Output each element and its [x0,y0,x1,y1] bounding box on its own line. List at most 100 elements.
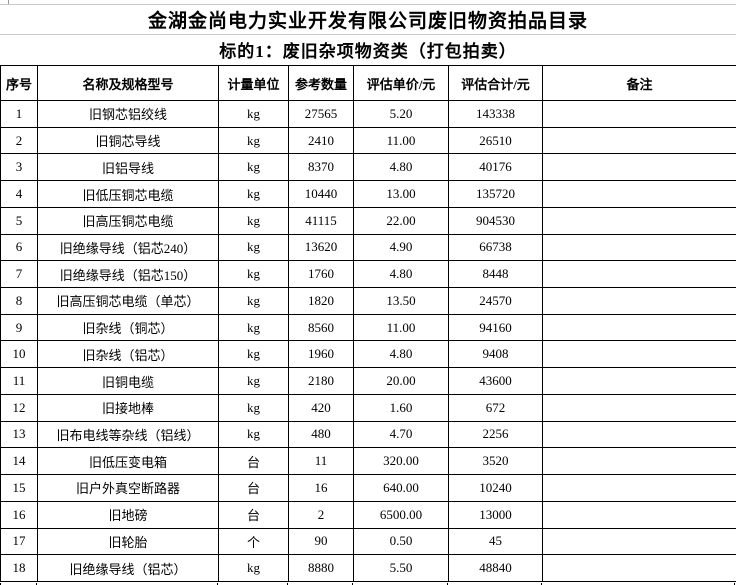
cell-unit: kg [218,287,289,315]
grid-remnant-tick [541,583,542,585]
table-row: 13 旧布电线等杂线（铝线） kg 480 4.70 2256 [0,420,736,449]
cell-total: 48840 [448,554,543,582]
cell-name: 旧接地棒 [37,393,219,422]
header-total: 评估合计/元 [448,65,543,101]
table-row: 7 旧绝缘导线（铝芯150） kg 1760 4.80 8448 [0,260,736,289]
table-row: 2 旧铜芯导线 kg 2410 11.00 26510 [0,126,736,155]
cell-unit-price: 4.80 [353,260,449,289]
cell-remark [542,233,736,262]
cell-total: 143338 [448,100,543,128]
cell-total: 672 [448,393,543,422]
header-quantity: 参考数量 [288,65,354,101]
cell-name: 旧户外真空断路器 [37,474,219,502]
cell-unit: kg [218,153,289,182]
cell-unit-price: 11.00 [353,126,449,155]
cell-total: 904530 [448,206,543,235]
cell-unit: 台 [218,447,289,476]
cell-quantity: 1960 [288,340,354,369]
cell-serial: 11 [0,367,38,395]
cell-remark [542,206,736,235]
grid-remnant-line [0,34,736,35]
cell-serial: 3 [0,153,38,182]
cell-serial: 15 [0,474,38,502]
cell-unit: kg [218,233,289,262]
cell-unit: kg [218,100,289,128]
cell-remark [542,180,736,208]
cell-unit-price: 22.00 [353,206,449,235]
cell-remark [542,527,736,556]
table-row: 18 旧绝缘导线（铝芯） kg 8880 5.50 48840 [0,554,736,582]
cell-name: 旧高压铜芯电缆 [37,206,219,235]
table-row: 14 旧低压变电箱台 11 320.00 3520 [0,447,736,476]
header-serial: 序号 [0,65,38,101]
cell-unit: kg [218,393,289,422]
table-row: 6 旧绝缘导线（铝芯240） kg 13620 4.90 66738 [0,233,736,262]
table-row: 10 旧杂线（铝芯） kg 1960 4.80 9408 [0,340,736,369]
cell-total: 10240 [448,474,543,502]
header-name: 名称及规格型号 [37,65,219,101]
cell-total: 94160 [448,313,543,342]
cell-remark [542,500,736,529]
cell-serial: 1 [0,100,38,128]
cell-remark [542,474,736,502]
cell-serial: 4 [0,180,38,208]
cell-unit-price: 13.00 [353,180,449,208]
table-body: 1 旧钢芯铝绞线 kg 27565 5.20 143338 2 旧铜芯导线 kg 2410 11.0… [0,100,736,582]
cell-unit-price: 4.90 [353,233,449,262]
header-unit: 计量单位 [218,65,289,101]
cell-unit-price: 0.50 [353,527,449,556]
cell-serial: 14 [0,447,38,476]
cell-serial: 12 [0,393,38,422]
cell-unit-price: 6500.00 [353,500,449,529]
cell-name: 旧轮胎 [37,527,219,556]
cell-serial: 18 [0,554,38,582]
cell-remark [542,313,736,342]
cell-total: 40176 [448,153,543,182]
table-row: 15 旧户外真空断路器台 16 640.00 10240 [0,474,736,502]
cell-unit-price: 4.80 [353,153,449,182]
cell-total: 26510 [448,126,543,155]
cell-total: 135720 [448,180,543,208]
cell-serial: 8 [0,287,38,315]
table-row: 1 旧钢芯铝绞线 kg 27565 5.20 143338 [0,100,736,128]
cell-total: 9408 [448,340,543,369]
cell-quantity: 480 [288,420,354,449]
cell-name: 旧杂线（铝芯） [37,340,219,369]
cell-unit-price: 5.50 [353,554,449,582]
lot-subtitle: 标的1：废旧杂项物资类（打包拍卖） [219,42,517,61]
cell-total: 43600 [448,367,543,395]
cell-remark [542,367,736,395]
cell-quantity: 90 [288,527,354,556]
cell-quantity: 8370 [288,153,354,182]
catalog-title: 金湖金尚电力实业开发有限公司废旧物资拍品目录 [147,11,588,32]
cell-unit-price: 20.00 [353,367,449,395]
cell-name: 旧高压铜芯电缆（单芯） [37,287,219,315]
cell-serial: 17 [0,527,38,556]
cell-unit: kg [218,180,289,208]
cell-quantity: 420 [288,393,354,422]
cell-serial: 16 [0,500,38,529]
cell-serial: 13 [0,420,38,449]
grid-remnant-bottom [0,582,736,585]
cell-remark [542,126,736,155]
cell-quantity: 13620 [288,233,354,262]
grid-remnant-line [0,4,736,5]
table-row: 9 旧杂线（铜芯） kg 8560 11.00 94160 [0,313,736,342]
cell-quantity: 27565 [288,100,354,128]
cell-unit: kg [218,260,289,289]
cell-unit-price: 11.00 [353,313,449,342]
cell-unit-price: 4.70 [353,420,449,449]
cell-serial: 6 [0,233,38,262]
cell-unit: kg [218,206,289,235]
cell-name: 旧铝导线 [37,153,219,182]
cell-unit-price: 4.80 [353,340,449,369]
cell-name: 旧绝缘导线（铝芯150） [37,260,219,289]
cell-total: 13000 [448,500,543,529]
cell-quantity: 8880 [288,554,354,582]
table-row: 8 旧高压铜芯电缆（单芯） kg 1820 13.50 24570 [0,287,736,315]
cell-quantity: 8560 [288,313,354,342]
cell-unit: kg [218,313,289,342]
cell-quantity: 41115 [288,206,354,235]
cell-unit: 台 [218,500,289,529]
